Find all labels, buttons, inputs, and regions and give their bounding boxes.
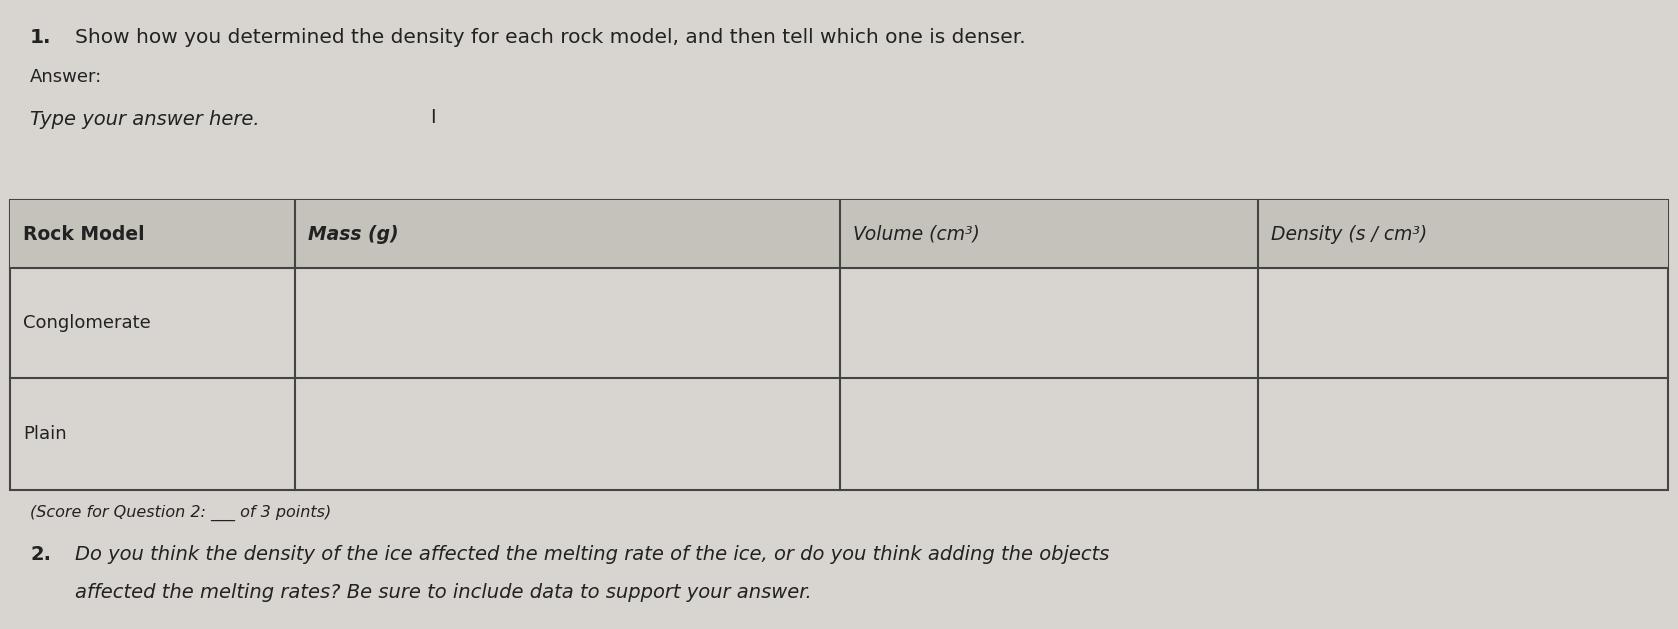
Text: Rock Model: Rock Model — [23, 225, 144, 243]
Text: 2.: 2. — [30, 545, 50, 564]
Text: (Score for Question 2: ___ of 3 points): (Score for Question 2: ___ of 3 points) — [30, 505, 331, 521]
Bar — [10, 200, 1668, 268]
Text: Show how you determined the density for each rock model, and then tell which one: Show how you determined the density for … — [76, 28, 1025, 47]
Text: Mass (g): Mass (g) — [309, 225, 399, 243]
Text: affected the melting rates? Be sure to include data to support your answer.: affected the melting rates? Be sure to i… — [76, 583, 812, 602]
Text: Do you think the density of the ice affected the melting rate of the ice, or do : Do you think the density of the ice affe… — [76, 545, 1109, 564]
Text: Conglomerate: Conglomerate — [23, 314, 151, 332]
Text: 1.: 1. — [30, 28, 52, 47]
Text: Type your answer here.: Type your answer here. — [30, 110, 260, 129]
Text: Answer:: Answer: — [30, 68, 102, 86]
Text: Volume (cm³): Volume (cm³) — [854, 225, 980, 243]
Text: I: I — [430, 108, 436, 127]
Text: Density (s / cm³): Density (s / cm³) — [1272, 225, 1428, 243]
Bar — [10, 200, 1668, 490]
Text: Plain: Plain — [23, 425, 67, 443]
